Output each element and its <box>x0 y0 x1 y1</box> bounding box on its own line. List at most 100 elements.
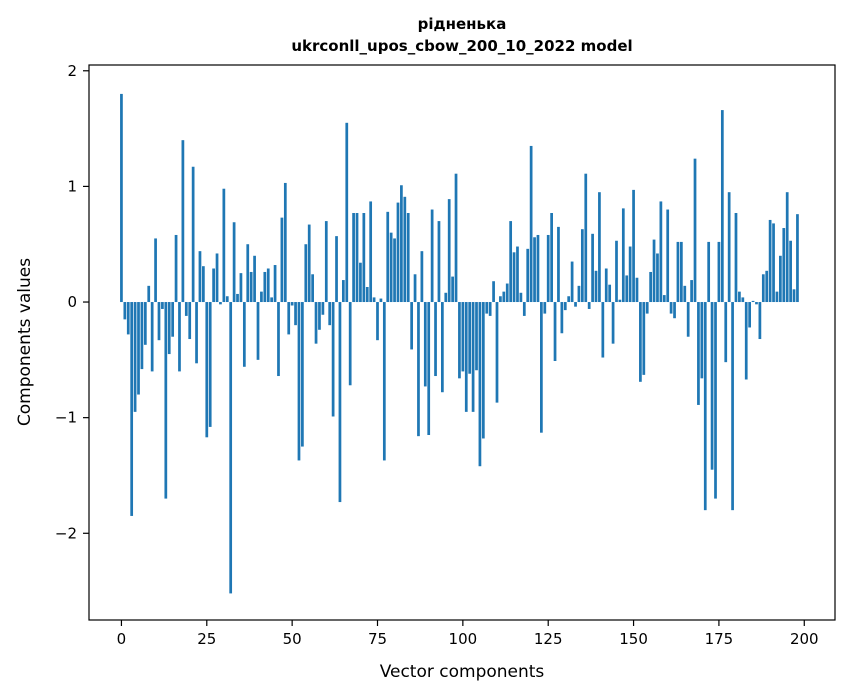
bar <box>263 271 267 303</box>
bar <box>594 270 598 303</box>
bar <box>181 140 185 303</box>
bar <box>178 302 181 372</box>
bar <box>475 302 478 371</box>
bar <box>444 292 448 303</box>
bar <box>649 271 652 303</box>
bar <box>338 302 342 503</box>
bar <box>557 226 560 303</box>
x-tick-label: 200 <box>790 630 819 648</box>
bar <box>362 213 366 303</box>
bar <box>464 302 468 412</box>
bar <box>290 302 294 306</box>
bar <box>741 297 745 303</box>
bar <box>202 266 205 303</box>
bar <box>782 228 786 303</box>
bar <box>676 241 680 303</box>
bar <box>604 268 608 303</box>
y-tick-label: −2 <box>55 524 77 542</box>
bar <box>430 209 434 303</box>
bar <box>140 302 144 370</box>
y-tick-label: −1 <box>55 409 77 427</box>
bar <box>471 302 475 412</box>
x-tick-label: 25 <box>197 630 216 648</box>
x-axis-label: Vector components <box>380 662 545 682</box>
bar <box>485 302 489 314</box>
bar <box>423 302 427 387</box>
bar <box>164 302 168 499</box>
bar <box>731 302 734 511</box>
bar <box>765 270 769 303</box>
x-axis: 0 25 50 75 100 125 150 175 200 <box>117 620 819 648</box>
bar <box>277 302 280 377</box>
bar <box>495 302 499 403</box>
bar <box>208 302 212 427</box>
bar <box>301 302 304 447</box>
chart-subtitle: ukrconll_upos_cbow_200_10_2022 model <box>291 37 632 55</box>
bar <box>212 268 215 303</box>
y-tick-label: 0 <box>67 293 77 311</box>
bar <box>266 268 270 303</box>
bar <box>205 302 209 438</box>
bar <box>161 302 164 309</box>
bar <box>427 302 431 435</box>
bar <box>546 234 550 303</box>
bar <box>662 295 666 303</box>
bar <box>621 208 625 303</box>
bar <box>393 238 396 303</box>
bar <box>365 287 369 303</box>
bar <box>417 302 420 437</box>
bar <box>400 185 403 303</box>
bar <box>615 240 618 303</box>
bar <box>505 283 509 303</box>
bar <box>331 302 335 417</box>
bar <box>451 276 454 303</box>
bar <box>321 302 325 315</box>
bar <box>348 302 352 386</box>
bar <box>519 292 523 303</box>
bar <box>560 302 564 334</box>
x-tick-label: 125 <box>534 630 563 648</box>
bar <box>188 302 192 340</box>
bar <box>522 302 526 316</box>
bar <box>328 302 332 326</box>
bar <box>184 302 188 316</box>
bar <box>324 221 328 303</box>
bar <box>246 244 250 303</box>
bar <box>703 302 707 511</box>
bar <box>751 300 755 303</box>
bar <box>775 291 779 303</box>
bar <box>509 221 513 303</box>
bar <box>403 196 407 303</box>
bar <box>147 285 151 303</box>
y-axis: 2 1 0 −1 −2 <box>55 62 89 542</box>
bar <box>137 302 140 395</box>
bar <box>154 238 157 303</box>
bar <box>720 110 724 303</box>
bar <box>727 192 731 303</box>
bar <box>693 158 697 303</box>
bar-series <box>120 93 799 594</box>
bar <box>253 255 256 303</box>
bar <box>758 302 762 340</box>
bar <box>195 302 198 364</box>
bar <box>280 217 284 303</box>
bar <box>239 273 243 303</box>
bar <box>714 302 717 499</box>
bar <box>785 192 789 303</box>
bar <box>584 173 588 303</box>
bar <box>413 274 417 303</box>
bar <box>772 223 775 303</box>
bar <box>683 285 687 303</box>
bar <box>232 222 236 303</box>
bar <box>526 248 530 303</box>
bar <box>598 192 601 303</box>
bar <box>628 246 632 303</box>
bar <box>761 274 765 303</box>
bar <box>686 302 690 337</box>
bar <box>318 302 321 330</box>
bar <box>434 302 437 377</box>
bar <box>529 145 533 303</box>
bar <box>724 302 728 363</box>
bar <box>447 199 451 303</box>
bar <box>710 302 714 470</box>
